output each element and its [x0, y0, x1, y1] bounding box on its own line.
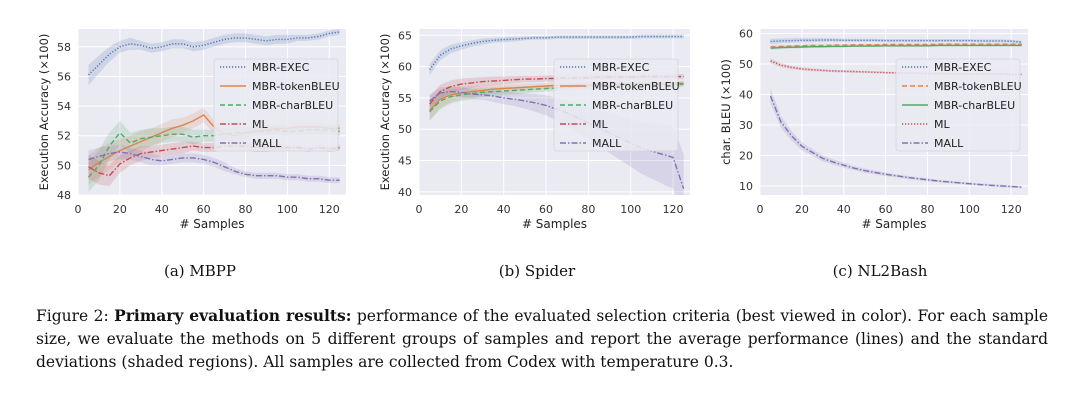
- band-mall: [88, 144, 340, 184]
- x-tick-label: 120: [1001, 203, 1022, 216]
- legend-label-ml: ML: [252, 118, 268, 131]
- y-tick-label: 50: [398, 123, 412, 136]
- legend-box: [553, 58, 679, 152]
- x-tick-label: 20: [795, 203, 809, 216]
- legend-label-token: MBR-tokenBLEU: [592, 80, 680, 93]
- legend-label-token: MBR-tokenBLEU: [934, 80, 1022, 93]
- x-tick-label: 0: [75, 203, 82, 216]
- legend-label-exec: MBR-EXEC: [592, 61, 650, 74]
- band-ml: [429, 74, 684, 113]
- band-exec: [770, 38, 1022, 45]
- y-tick-label: 40: [739, 88, 753, 101]
- legend: MBR-EXEC MBR-tokenBLEU MBR-charBLEU ML MALL: [553, 58, 680, 152]
- x-tick-label: 40: [497, 203, 511, 216]
- legend-label-mall: MALL: [252, 137, 282, 150]
- y-axis-label: Execution Accuracy (×100): [37, 34, 51, 191]
- x-tick-label: 100: [277, 203, 298, 216]
- band-ml: [88, 141, 340, 187]
- x-tick-label: 80: [239, 203, 253, 216]
- x-tick-label: 0: [757, 203, 764, 216]
- y-tick-label: 48: [57, 189, 71, 202]
- legend-label-mall: MALL: [592, 137, 622, 150]
- legend-label-mall: MALL: [934, 137, 964, 150]
- series-line-token: [770, 43, 1022, 48]
- y-tick-label: 65: [398, 29, 412, 42]
- y-tick-label: 30: [739, 119, 753, 132]
- legend-label-token: MBR-tokenBLEU: [252, 80, 340, 93]
- x-tick-label: 100: [959, 203, 980, 216]
- figure-caption: Figure 2: Primary evaluation results: pe…: [36, 304, 1048, 374]
- series-line-mall: [88, 151, 340, 181]
- legend: MBR-EXEC MBR-tokenBLEU MBR-charBLEU ML MALL: [895, 58, 1022, 152]
- y-tick-label: 58: [57, 41, 71, 54]
- figure-caption-bold: Primary evaluation results:: [114, 306, 352, 325]
- x-tick-label: 20: [113, 203, 127, 216]
- x-tick-label: 60: [539, 203, 553, 216]
- y-tick-label: 50: [739, 58, 753, 71]
- x-tick-label: 60: [879, 203, 893, 216]
- series-line-exec: [429, 35, 684, 71]
- x-tick-label: 60: [197, 203, 211, 216]
- y-tick-label: 56: [57, 70, 71, 83]
- x-tick-label: 100: [620, 203, 641, 216]
- band-token: [429, 81, 684, 121]
- y-tick-label: 40: [398, 186, 412, 199]
- subcaption-mbpp: (a) MBPP: [164, 262, 236, 280]
- y-tick-label: 54: [57, 100, 71, 113]
- band-exec: [88, 29, 340, 86]
- legend-label-char: MBR-charBLEU: [592, 99, 673, 112]
- y-tick-label: 60: [398, 61, 412, 74]
- y-tick-label: 60: [739, 28, 753, 41]
- x-tick-label: 40: [155, 203, 169, 216]
- legend-label-ml: ML: [592, 118, 608, 131]
- y-axis-label: char. BLEU (×100): [719, 59, 733, 165]
- chart-panel-1: 0 20 40 60 80 100 120 40 45 50 55 60 65 # Samples Exec…: [378, 29, 690, 231]
- y-tick-label: 55: [398, 92, 412, 105]
- subcaption-nl2bash: (c) NL2Bash: [832, 262, 928, 280]
- figure-caption-text: performance of the evaluated selection c…: [36, 307, 1049, 371]
- x-tick-label: 20: [454, 203, 468, 216]
- y-tick-label: 20: [739, 149, 753, 162]
- series-line-char: [770, 44, 1022, 49]
- subcaption-spider: (b) Spider: [498, 262, 576, 280]
- x-tick-label: 120: [663, 203, 684, 216]
- legend-label-char: MBR-charBLEU: [934, 99, 1015, 112]
- y-tick-label: 50: [57, 159, 71, 172]
- band-mall: [770, 88, 1022, 189]
- y-axis-label: Execution Accuracy (×100): [378, 34, 392, 191]
- legend-label-exec: MBR-EXEC: [252, 61, 310, 74]
- series-line-mall: [769, 95, 1022, 188]
- chart-panel-0: 0 20 40 60 80 100 120 48 50 52 54 56 58 # Samples Exec…: [37, 29, 346, 231]
- x-tick-label: 120: [319, 203, 340, 216]
- band-char: [429, 81, 684, 122]
- legend-label-ml: ML: [934, 118, 950, 131]
- x-tick-label: 80: [921, 203, 935, 216]
- y-tick-label: 10: [739, 180, 753, 193]
- figure-label: Figure 2:: [36, 307, 109, 325]
- legend-label-exec: MBR-EXEC: [934, 61, 992, 74]
- y-tick-label: 45: [398, 155, 412, 168]
- x-tick-label: 0: [416, 203, 423, 216]
- band-char: [88, 120, 340, 192]
- series-line-exec: [88, 31, 340, 76]
- legend: MBR-EXEC MBR-tokenBLEU MBR-charBLEU ML MALL: [213, 58, 340, 152]
- x-tick-label: 80: [581, 203, 595, 216]
- y-tick-label: 52: [57, 130, 71, 143]
- x-tick-label: 40: [837, 203, 851, 216]
- legend-box: [895, 58, 1021, 152]
- x-axis-label: # Samples: [179, 217, 244, 231]
- legend-box: [213, 58, 339, 152]
- legend-label-char: MBR-charBLEU: [252, 99, 333, 112]
- x-axis-label: # Samples: [522, 217, 587, 231]
- x-axis-label: # Samples: [861, 217, 926, 231]
